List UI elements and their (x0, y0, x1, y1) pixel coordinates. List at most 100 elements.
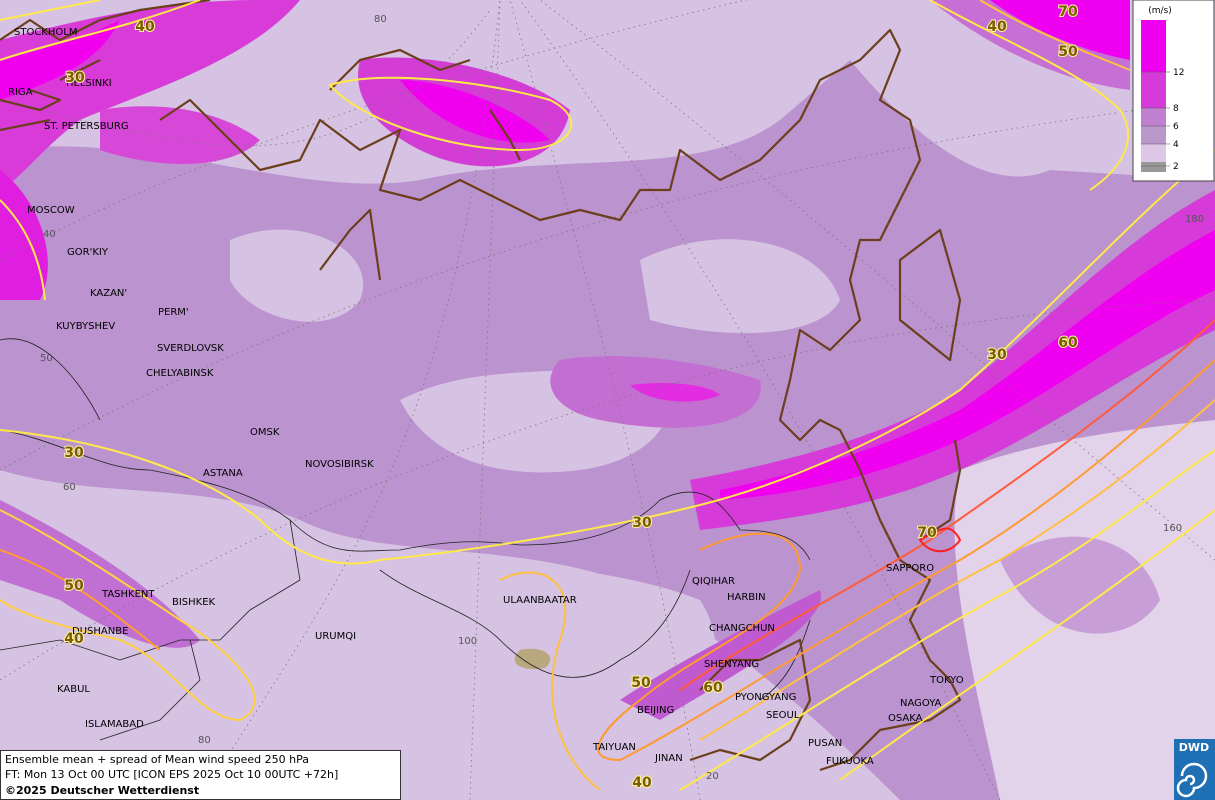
legend-swatch (1141, 144, 1166, 162)
city-label: SEOUL (766, 710, 800, 721)
dwd-logo: DWD (1174, 739, 1215, 800)
caption-line: ©2025 Deutscher Wetterdienst (5, 784, 199, 797)
coastlines (0, 0, 962, 772)
city-label: KUYBYSHEV (56, 321, 115, 332)
city-label: FUKUOKA (826, 756, 874, 767)
isotach-label: 40 (135, 19, 155, 35)
city-label: RIGA (8, 87, 33, 98)
legend-swatch (1141, 162, 1166, 172)
caption: Ensemble mean + spread of Mean wind spee… (0, 750, 401, 800)
isotach-label: 30 (987, 347, 1007, 363)
isotach-label: 50 (1058, 44, 1078, 60)
meridian (469, 0, 501, 800)
isotach-label: 40 (632, 775, 652, 791)
caption-line: Ensemble mean + spread of Mean wind spee… (5, 753, 309, 766)
city-label: PERM' (158, 307, 189, 318)
parallel (0, 99, 1215, 471)
isotach-40 (0, 509, 256, 722)
border (0, 338, 101, 421)
isotach-30 (0, 149, 1215, 565)
isotach-label: 40 (64, 631, 84, 647)
legend-swatch (1141, 72, 1166, 108)
legend-ticks: 12 8 6 4 2 (1141, 68, 1184, 172)
isotach-30 (0, 0, 201, 61)
isotach-40 (499, 571, 601, 791)
city-label: ISLAMABAD (85, 719, 144, 730)
very-high-spread (0, 170, 48, 300)
high-spread (620, 590, 821, 720)
high-spread (100, 106, 260, 164)
city-label: DUSHANBE (72, 626, 128, 637)
city-label: ASTANA (203, 468, 243, 479)
meridian (0, 9, 491, 146)
legend-tick-label: 12 (1173, 68, 1184, 78)
meridian (509, 0, 701, 800)
city-label: JINAN (654, 753, 683, 764)
legend-swatch (1141, 108, 1166, 126)
graticule-label: 100 (458, 636, 477, 647)
border (0, 429, 811, 561)
isotach-label: 50 (64, 578, 84, 594)
isotach-label: 60 (1058, 335, 1078, 351)
very-high-spread (630, 383, 720, 402)
city-label: BISHKEK (172, 597, 216, 608)
isotach-label: 70 (1058, 4, 1078, 20)
isotach-30 (328, 76, 573, 152)
graticule-label: 50 (40, 353, 53, 364)
coastline (919, 439, 962, 541)
graticule-label: 20 (706, 771, 719, 782)
isotach-40 (0, 0, 101, 21)
labels: STOCKHOLM HELSINKI RIGA ST. PETERSBURG MOSCO… (8, 3, 1204, 792)
legend-tick-label: 4 (1173, 140, 1179, 150)
city-label: TOKYO (929, 675, 964, 686)
city-label: PUSAN (808, 738, 842, 749)
graticule-label: 160 (1163, 523, 1182, 534)
isotach-label: 50 (631, 675, 651, 691)
coastline (329, 48, 471, 91)
coastline (159, 28, 962, 772)
city-label: KAZAN' (90, 288, 127, 299)
isotach-label: 30 (64, 445, 84, 461)
legend-swatch (1141, 20, 1166, 72)
border (379, 569, 691, 678)
city-label: CHANGCHUN (709, 623, 775, 634)
isotach-50 (699, 399, 1215, 741)
city-label: SHENYANG (704, 659, 759, 670)
legend-unit: (m/s) (1148, 6, 1172, 16)
low-spread-terrain (514, 648, 551, 670)
isotach-label: 30 (65, 70, 85, 86)
isotach-50 (979, 0, 1131, 71)
graticule-label: 80 (374, 14, 387, 25)
city-label: NAGOYA (900, 698, 942, 709)
city-label: NOVOSIBIRSK (305, 459, 374, 470)
city-label: TAIYUAN (592, 742, 636, 753)
graticule-label: 180 (1185, 214, 1204, 225)
caption-line: FT: Mon 13 Oct 00 UTC [ICON EPS 2025 Oct… (5, 768, 338, 781)
border (0, 519, 301, 661)
very-high-spread (990, 0, 1130, 60)
coastline (898, 228, 962, 362)
city-label: OSAKA (888, 713, 923, 724)
isotach-label: 60 (703, 680, 723, 696)
isotach-label: 30 (632, 515, 652, 531)
city-label: QIQIHAR (692, 576, 735, 587)
city-label: KABUL (57, 684, 90, 695)
isotach-40 (929, 0, 1130, 191)
city-label: STOCKHOLM (14, 27, 77, 38)
low-spread (640, 239, 840, 334)
city-label: OMSK (250, 427, 280, 438)
city-label: GOR'KIY (67, 247, 109, 258)
city-label: BEIJING (637, 705, 674, 716)
isotach-50 (597, 359, 1215, 762)
isotach-70 (918, 527, 962, 553)
meridian (519, 0, 1001, 800)
city-label: TASHKENT (101, 589, 155, 600)
legend-swatch (1141, 126, 1166, 144)
logo-swirl (1176, 762, 1208, 798)
city-label: SAPPORO (886, 563, 934, 574)
coastline (0, 0, 211, 132)
city-label: CHELYABINSK (146, 368, 214, 379)
